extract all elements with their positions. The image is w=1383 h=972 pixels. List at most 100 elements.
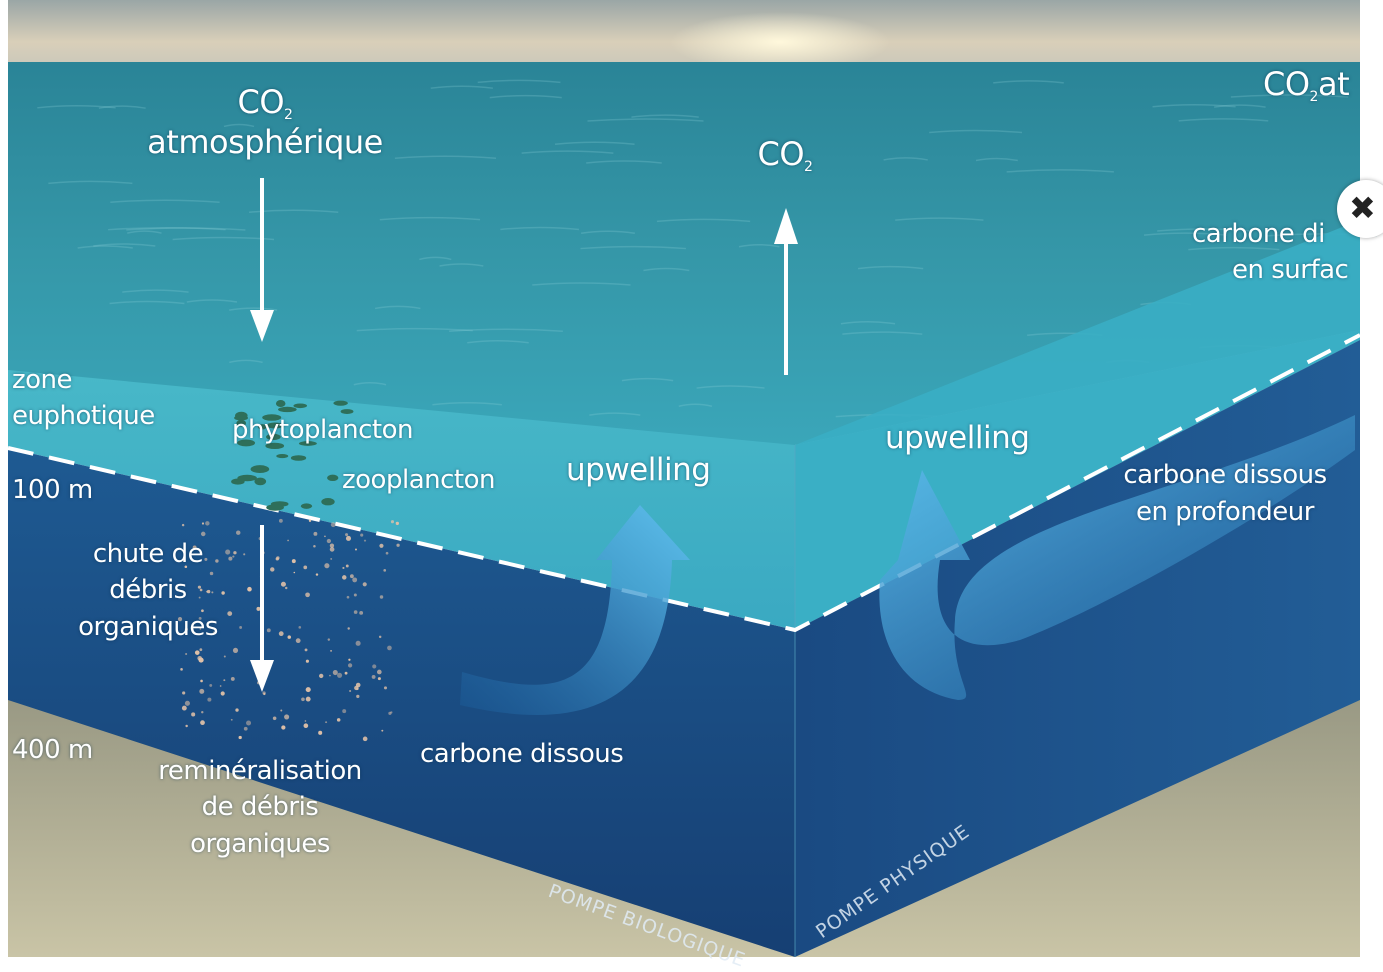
wave-stroke <box>374 305 421 310</box>
debris-particle <box>329 547 335 552</box>
debris-particle <box>194 650 200 655</box>
debris-particle <box>278 518 283 523</box>
debris-particle <box>246 720 252 726</box>
debris-particle <box>342 575 347 580</box>
debris-particle <box>330 650 332 652</box>
deep-water-left <box>8 448 795 957</box>
plankton-particle <box>235 411 248 420</box>
debris-particle <box>342 709 347 714</box>
wave-stroke <box>1230 94 1349 98</box>
debris-particle <box>298 626 302 629</box>
debris-particle <box>362 582 367 587</box>
debris-particle <box>291 559 296 564</box>
debris-particle <box>336 718 341 722</box>
debris-particle <box>193 621 197 624</box>
debris-particle <box>315 573 319 576</box>
debris-particle <box>201 522 205 525</box>
plankton-particle <box>254 477 267 486</box>
plankton-particle <box>250 465 270 473</box>
debris-particle <box>200 720 205 726</box>
debris-particle <box>243 553 246 556</box>
wave-stroke <box>532 282 631 286</box>
upwelling-arrow-left <box>460 505 690 715</box>
debris-particle <box>381 729 384 732</box>
wave-stroke <box>1157 228 1253 232</box>
debris-particle <box>345 535 352 541</box>
plankton-particle <box>257 424 267 430</box>
debris-particle <box>324 535 326 538</box>
debris-particle <box>305 659 309 663</box>
debris-particle <box>396 543 400 547</box>
wave-stroke <box>580 245 687 250</box>
wave-stroke <box>439 263 484 267</box>
debris-particle <box>349 574 354 579</box>
debris-particle <box>377 677 381 681</box>
plankton-particle <box>290 455 307 461</box>
carbone-profondeur-label-2: en profondeur <box>1136 497 1314 527</box>
plankton-particle <box>237 439 256 447</box>
depth-100m-label: 100 m <box>12 475 93 505</box>
debris-particle <box>212 631 215 634</box>
debris-particle <box>360 533 364 537</box>
wave-stroke <box>356 327 473 332</box>
debris-particle <box>280 709 283 712</box>
plankton-particle <box>327 474 339 482</box>
wave-stroke <box>678 403 713 407</box>
carbone-dissous-label: carbone dissous <box>420 739 624 769</box>
debris-particle <box>235 708 239 712</box>
plankton-particle <box>262 414 282 421</box>
wave-stroke <box>643 267 690 272</box>
debris-particle <box>207 697 212 702</box>
sun-glow <box>670 12 890 72</box>
wave-stroke <box>48 180 133 185</box>
close-icon[interactable]: ✖ <box>1349 189 1376 227</box>
debris-particle <box>305 687 311 693</box>
wave-stroke <box>127 230 162 234</box>
debris-particle <box>342 566 345 570</box>
debris-particle <box>313 544 316 548</box>
debris-particle <box>301 697 305 702</box>
debris-particle <box>262 691 266 695</box>
debris-particle <box>390 520 395 524</box>
debris-particle <box>227 611 233 616</box>
co2-down-arrow <box>250 178 274 342</box>
plankton-particle <box>236 419 246 427</box>
remineralisation-label-2: de débris <box>201 792 319 822</box>
wave-stroke <box>394 155 497 160</box>
debris-particle <box>239 626 243 629</box>
debris-particle <box>379 543 384 548</box>
co2-up-arrow <box>774 208 798 375</box>
debris-particle <box>220 691 225 696</box>
wave-stroke <box>249 209 339 214</box>
debris-particle <box>181 705 187 711</box>
debris-particle <box>230 676 235 681</box>
debris-particle <box>353 593 357 597</box>
debris-particle <box>200 679 203 683</box>
wave-stroke <box>122 289 189 293</box>
debris-fall-arrow <box>250 525 274 692</box>
debris-particle <box>327 638 331 641</box>
plankton-particle <box>293 403 308 409</box>
debris-particle <box>303 723 309 729</box>
debris-particle <box>378 635 382 639</box>
debris-particle <box>304 720 307 722</box>
wave-stroke <box>857 265 924 270</box>
debris-particle <box>388 711 392 715</box>
wave-stroke <box>379 216 481 221</box>
plankton-particle <box>300 503 313 509</box>
debris-particle <box>318 730 323 735</box>
debris-particle <box>383 686 388 690</box>
plankton-particle <box>266 504 284 511</box>
plankton-particle <box>333 400 348 406</box>
upwelling-right-label: upwelling <box>885 420 1030 456</box>
wave-stroke <box>77 245 133 249</box>
wave-stroke <box>993 80 1064 84</box>
debris-particle <box>304 648 308 652</box>
close-button[interactable]: ✖ <box>1337 180 1383 238</box>
debris-particle <box>355 640 361 646</box>
debris-particle <box>346 595 350 599</box>
debris-particle <box>243 726 248 731</box>
wave-stroke <box>1214 104 1266 108</box>
debris-particle <box>238 735 242 740</box>
debris-particle <box>284 714 290 720</box>
